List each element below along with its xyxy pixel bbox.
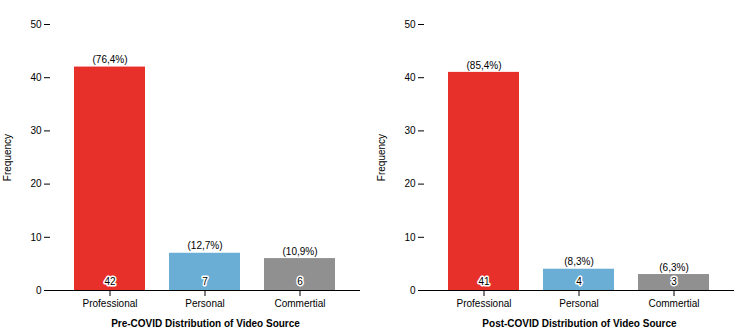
svg-text:(85,4%): (85,4%) [466,60,501,71]
svg-text:20: 20 [404,178,416,189]
svg-text:0: 0 [36,285,42,296]
svg-text:Pre-COVID Distribution of Vide: Pre-COVID Distribution of Video Source [111,318,300,329]
svg-text:50: 50 [404,19,416,30]
svg-text:Frequency: Frequency [376,134,387,181]
svg-text:6: 6 [297,276,303,287]
svg-text:40: 40 [30,72,42,83]
svg-text:(76,4%): (76,4%) [92,54,127,65]
svg-text:10: 10 [404,232,416,243]
svg-text:10: 10 [30,232,42,243]
svg-text:50: 50 [30,19,42,30]
svg-text:3: 3 [671,276,677,287]
svg-text:Commertial: Commertial [648,298,699,309]
svg-text:(8,3%): (8,3%) [564,256,593,267]
svg-text:(12,7%): (12,7%) [187,240,222,251]
svg-text:4: 4 [576,276,582,287]
svg-text:Frequency: Frequency [2,134,13,181]
svg-text:Post-COVID Distribution of Vid: Post-COVID Distribution of Video Source [482,318,677,329]
svg-text:Personal: Personal [185,298,224,309]
svg-text:0: 0 [410,285,416,296]
svg-text:Commertial: Commertial [274,298,325,309]
svg-text:Personal: Personal [559,298,598,309]
svg-text:Professional: Professional [82,298,137,309]
svg-text:(10,9%): (10,9%) [282,246,317,257]
svg-text:(6,3%): (6,3%) [659,262,688,273]
svg-text:7: 7 [202,276,208,287]
svg-text:30: 30 [30,125,42,136]
svg-text:30: 30 [404,125,416,136]
svg-text:20: 20 [30,178,42,189]
svg-text:41: 41 [478,276,490,287]
svg-text:Professional: Professional [456,298,511,309]
svg-text:42: 42 [104,276,116,287]
svg-text:40: 40 [404,72,416,83]
